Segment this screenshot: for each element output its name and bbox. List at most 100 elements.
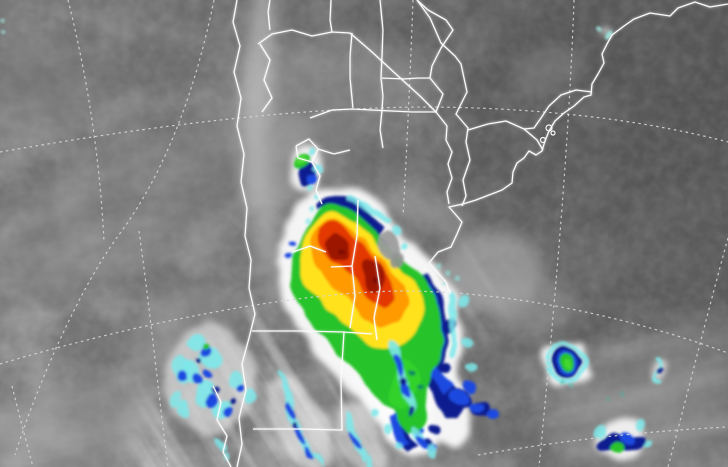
storm-intensity-shape — [382, 426, 392, 436]
storm-intensity-shape — [343, 413, 361, 443]
storm-intensity-shape — [2, 30, 6, 34]
storm-intensity-shape — [407, 409, 413, 415]
storm-intensity-shape — [186, 334, 206, 350]
storm-intensity-shape — [445, 267, 451, 273]
storm-intensity-shape — [396, 441, 404, 449]
border-line — [381, 77, 430, 80]
cloud-patch — [510, 47, 586, 93]
border-line — [416, 0, 471, 207]
storm-intensity-shape — [304, 444, 314, 460]
cloud-patch — [270, 34, 330, 86]
storm-intensity-shape — [278, 372, 290, 390]
storm-intensity-shape — [469, 401, 485, 413]
storm-intensity-shape — [437, 360, 449, 372]
cloud-patch — [0, 119, 256, 301]
storm-intensity-shape — [606, 396, 610, 400]
storm-intensity-shape — [203, 344, 209, 350]
storm-intensity-shape — [366, 454, 376, 467]
storm-intensity-shape — [370, 276, 378, 284]
graticule-line — [667, 237, 728, 467]
storm-intensity-shape — [229, 400, 235, 406]
storm-intensity-shape — [620, 394, 624, 398]
border-line — [252, 330, 345, 431]
enhanced-storm-layer — [0, 17, 664, 467]
storm-intensity-shape — [636, 419, 646, 429]
border-line — [232, 0, 256, 467]
border-line — [373, 255, 381, 341]
storm-intensity-shape — [416, 433, 426, 449]
storm-intensity-shape — [465, 362, 477, 372]
border-line — [317, 148, 351, 155]
border-line — [311, 161, 323, 205]
storm-intensity-shape — [401, 378, 411, 402]
storm-intensity-shape — [197, 358, 203, 364]
storm-intensity-shape — [462, 338, 476, 348]
border-line — [349, 32, 354, 109]
storm-intensity-shape — [604, 30, 610, 36]
storm-intensity-shape — [457, 296, 469, 306]
graticule-line — [0, 290, 728, 365]
border-line — [267, 0, 271, 31]
storm-intensity-shape — [190, 374, 202, 386]
storm-intensity-shape — [236, 387, 244, 395]
storm-intensity-shape — [417, 385, 423, 391]
cloud-patch — [641, 312, 728, 388]
graticule-line — [67, 0, 105, 243]
border-line — [309, 109, 333, 119]
coastal-lagoon-outline — [539, 136, 547, 144]
storm-intensity-shape — [328, 234, 352, 262]
storm-intensity-shape — [389, 251, 405, 269]
storm-intensity-shape — [293, 421, 299, 427]
storm-intensity-shape — [462, 381, 474, 391]
storm-intensity-shape — [400, 376, 408, 384]
border-line — [212, 385, 232, 467]
border-line — [292, 245, 327, 253]
border-line — [379, 0, 384, 149]
storm-intensity-shape — [293, 422, 307, 444]
border-line — [343, 331, 373, 335]
storm-intensity-shape — [229, 372, 243, 390]
storm-intensity-shape — [435, 259, 441, 265]
graticule-line — [11, 385, 34, 467]
cloud-patch — [0, 378, 145, 467]
storm-intensity-shape — [425, 443, 435, 459]
border-line — [329, 0, 333, 33]
storm-intensity-shape — [372, 411, 380, 419]
storm-intensity-shape — [212, 432, 224, 450]
border-line — [330, 265, 353, 268]
storm-intensity-shape — [411, 369, 417, 375]
border-line — [523, 89, 593, 130]
storm-intensity-shape — [349, 431, 361, 449]
border-line — [295, 138, 319, 163]
storm-intensity-shape — [306, 207, 312, 213]
storm-intensity-shape — [285, 253, 291, 259]
storm-intensity-shape — [340, 246, 348, 254]
coastal-lagoon-outline — [550, 130, 556, 136]
storm-intensity-shape — [595, 426, 605, 436]
cloud-patch — [0, 30, 110, 130]
border-line — [467, 120, 544, 151]
cloud-patch — [566, 94, 610, 122]
storm-intensity-shape — [455, 275, 461, 281]
storm-intensity-shape — [288, 237, 294, 243]
storm-intensity-shape — [657, 368, 663, 374]
storm-intensity-shape — [204, 368, 212, 376]
storm-intensity-shape — [449, 389, 469, 405]
political-borders — [211, 0, 728, 467]
storm-intensity-shape — [308, 174, 316, 182]
storm-intensity-shape — [560, 380, 566, 386]
border-line — [259, 43, 273, 113]
storm-intensity-shape — [287, 401, 299, 419]
graticule-line — [538, 0, 575, 467]
storm-intensity-shape — [597, 27, 601, 31]
graticule-line — [0, 106, 728, 153]
cloud-patch — [390, 189, 470, 235]
storm-intensity-shape — [346, 195, 394, 226]
border-line — [257, 29, 437, 113]
storm-intensity-shape — [394, 227, 402, 235]
storm-intensity-shape — [486, 410, 498, 418]
storm-intensity-shape — [207, 393, 219, 405]
